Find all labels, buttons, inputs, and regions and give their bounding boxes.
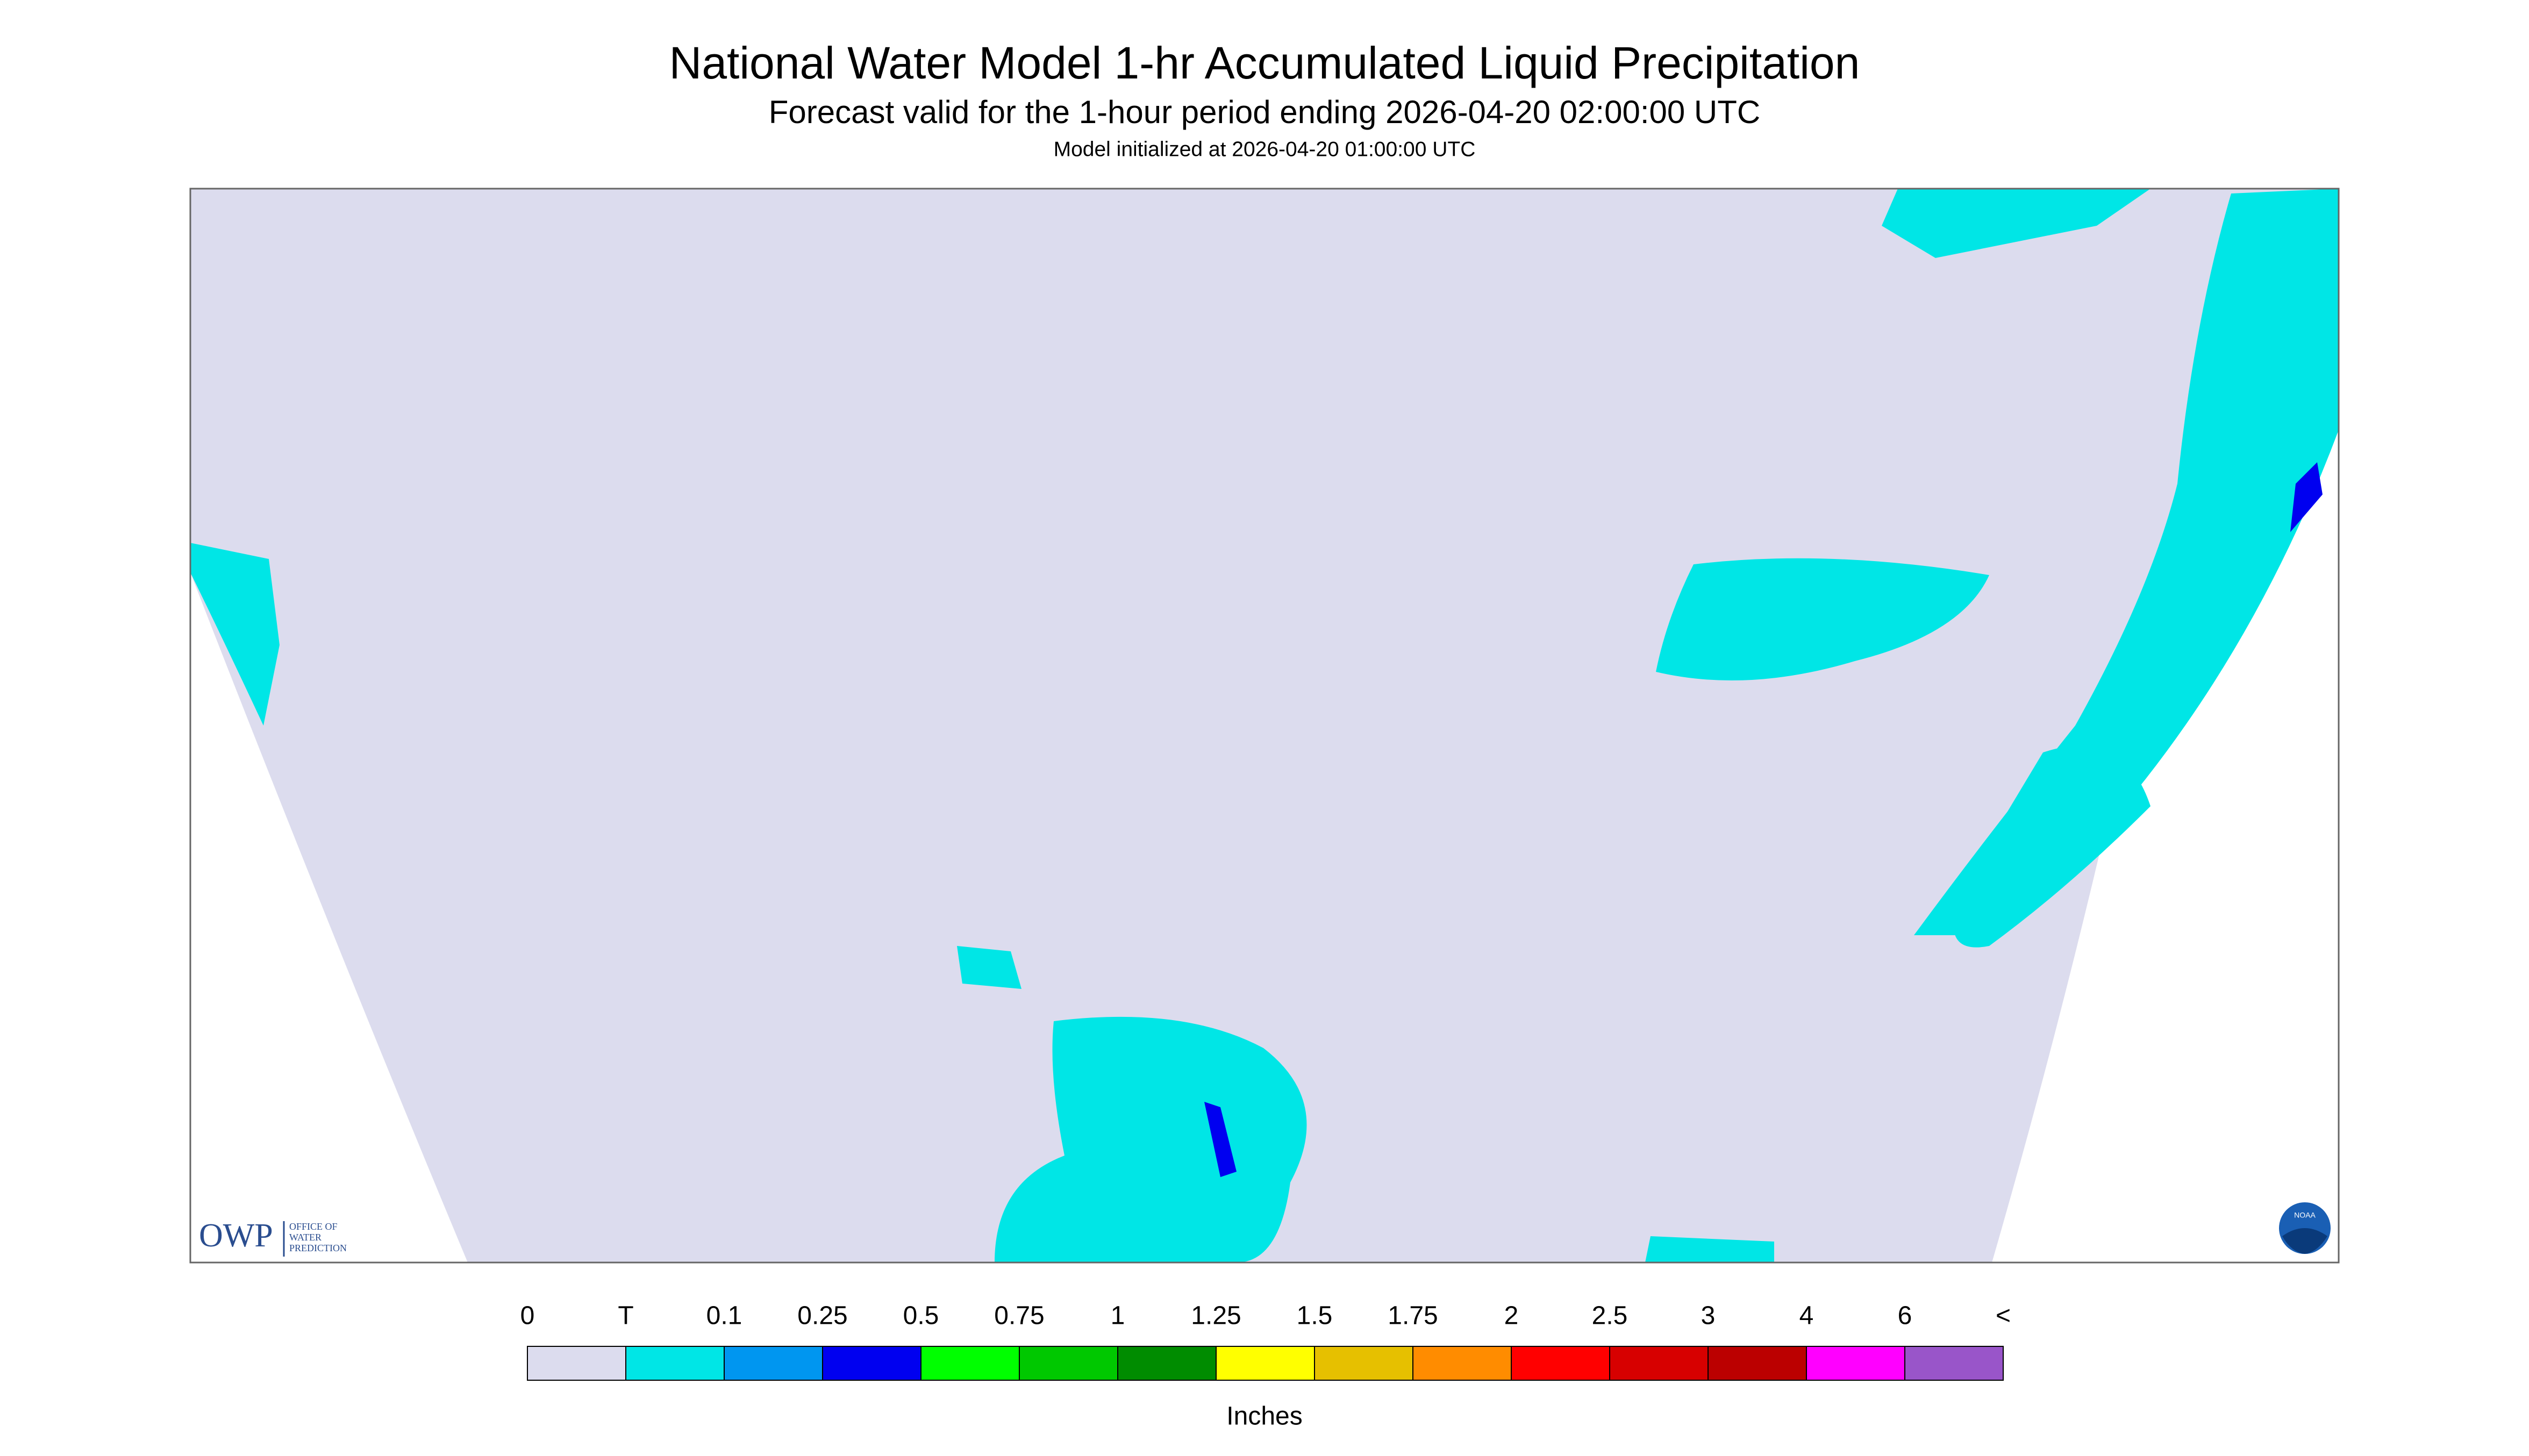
owp-logo-line: PREDICTION [289,1243,347,1253]
legend-label: 1.75 [1388,1302,1438,1330]
legend-swatch [724,1346,823,1381]
legend-swatch [920,1346,1020,1381]
legend: 0 T 0.1 0.25 0.5 0.75 1 1.25 1.5 1.75 2 2.5 3 4 6 < [520,1302,2011,1381]
legend-label: 1 [1111,1302,1125,1330]
legend-label: 0.25 [797,1302,847,1330]
model-domain [190,189,2339,1263]
legend-label: 0 [520,1302,535,1330]
precip-area [1914,189,2339,935]
legend-label: 2 [1504,1302,1519,1330]
precip-area [995,1016,1307,1263]
legend-swatch [1117,1346,1217,1381]
legend-label: 2.5 [1592,1302,1628,1330]
owp-logo-line: OFFICE OF [289,1221,338,1232]
precip-area [190,543,280,726]
legend-label: 0.1 [706,1302,742,1330]
legend-swatch [527,1346,626,1381]
legend-unit: Inches [1226,1402,1302,1431]
owp-logo-line: WATER [289,1232,322,1243]
legend-label: 1.5 [1297,1302,1333,1330]
title: National Water Model 1-hr Accumulated Li… [669,38,1860,88]
precip-area [1645,1236,1774,1263]
legend-swatch [625,1346,725,1381]
precip-area [1204,1102,1237,1177]
legend-swatch [1609,1346,1709,1381]
legend-label: 3 [1701,1302,1716,1330]
legend-label: 6 [1898,1302,1912,1330]
precip-area [1656,558,1989,680]
subtitle: Forecast valid for the 1-hour period end… [769,94,1760,130]
precip-area [2290,462,2323,532]
legend-label: 4 [1799,1302,1814,1330]
legend-swatch [1511,1346,1610,1381]
legend-swatch [822,1346,921,1381]
init-time: Model initialized at 2026-04-20 01:00:00… [1054,138,1476,161]
legend-swatch [1019,1346,1118,1381]
precip-area [957,946,1021,989]
legend-swatch [1708,1346,1807,1381]
owp-logo: OWP [199,1217,273,1254]
map-frame [189,188,2340,1264]
legend-label: 0.75 [994,1302,1044,1330]
precip-area [1882,189,2151,258]
legend-swatch [1904,1346,2004,1381]
legend-swatch [1314,1346,1413,1381]
legend-swatch [1412,1346,1512,1381]
legend-label: < [1996,1302,2011,1330]
legend-label: 1.25 [1191,1302,1241,1330]
precip-areas [190,189,2339,1263]
noaa-logo-wave [2282,1228,2327,1254]
legend-swatch [1216,1346,1315,1381]
heavy-precip [1204,462,2323,1177]
noaa-logo-text: NOAA [2294,1211,2316,1220]
legend-label: 0.5 [903,1302,939,1330]
legend-swatch [1806,1346,1905,1381]
precip-area [1953,745,2151,948]
legend-label: T [618,1302,633,1330]
